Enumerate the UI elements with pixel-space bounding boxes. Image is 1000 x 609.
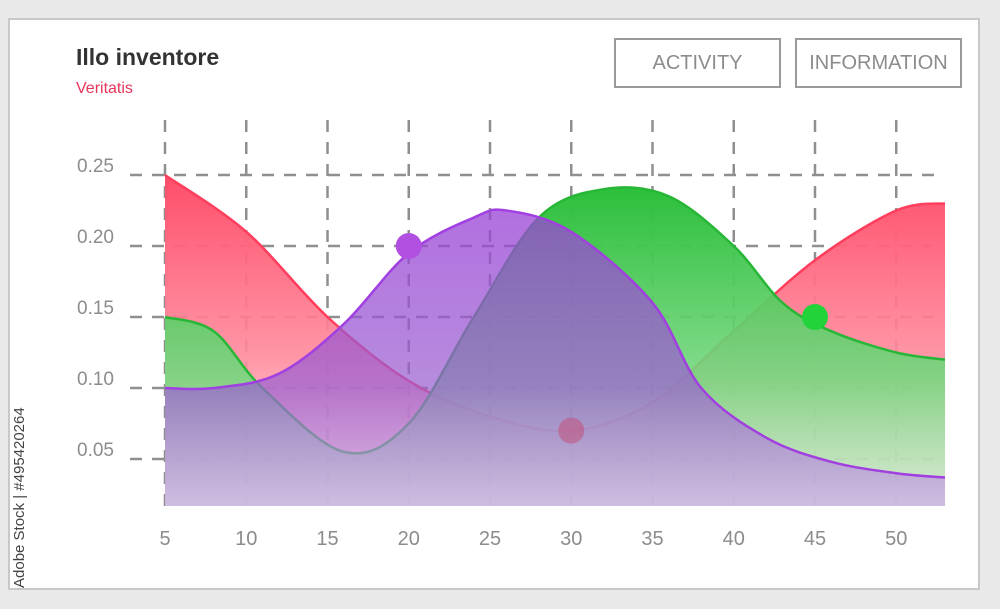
data-marker-red[interactable] <box>558 417 585 444</box>
watermark: Adobe Stock | #495420264 <box>11 407 28 588</box>
x-tick-label: 50 <box>885 528 907 550</box>
x-tick-label: 30 <box>560 528 582 550</box>
watermark-text: Adobe Stock | #495420264 <box>11 407 28 588</box>
data-marker-green[interactable] <box>802 304 828 330</box>
y-tick-label: 0.15 <box>77 298 114 319</box>
x-tick-label: 5 <box>159 528 170 550</box>
x-tick-label: 15 <box>316 528 338 550</box>
x-tick-label: 10 <box>235 528 257 550</box>
y-tick-label: 0.25 <box>77 156 114 177</box>
x-tick-label: 20 <box>398 528 420 550</box>
series-layer <box>164 173 946 507</box>
data-marker-purple[interactable] <box>395 233 422 259</box>
x-tick-label: 45 <box>804 528 826 550</box>
chart-subtitle: Veritatis <box>76 80 133 97</box>
tick-labels: 5 10 15 20 25 30 35 40 45 50 0.25 0.20 0.15 0.10 0.05 <box>77 156 907 550</box>
y-tick-label: 0.10 <box>77 369 114 390</box>
x-tick-label: 40 <box>723 528 745 550</box>
activity-button[interactable]: ACTIVITY <box>614 38 781 88</box>
y-tick-label: 0.20 <box>77 227 114 248</box>
chart-title: Illo inventore <box>76 44 220 70</box>
series-purple-area <box>165 209 945 507</box>
x-tick-label: 35 <box>641 528 663 550</box>
information-button[interactable]: INFORMATION <box>795 38 962 88</box>
y-tick-label: 0.05 <box>77 440 114 461</box>
marker-layer <box>395 233 828 444</box>
x-tick-label: 25 <box>479 528 501 550</box>
series-purple-line <box>164 208 946 479</box>
